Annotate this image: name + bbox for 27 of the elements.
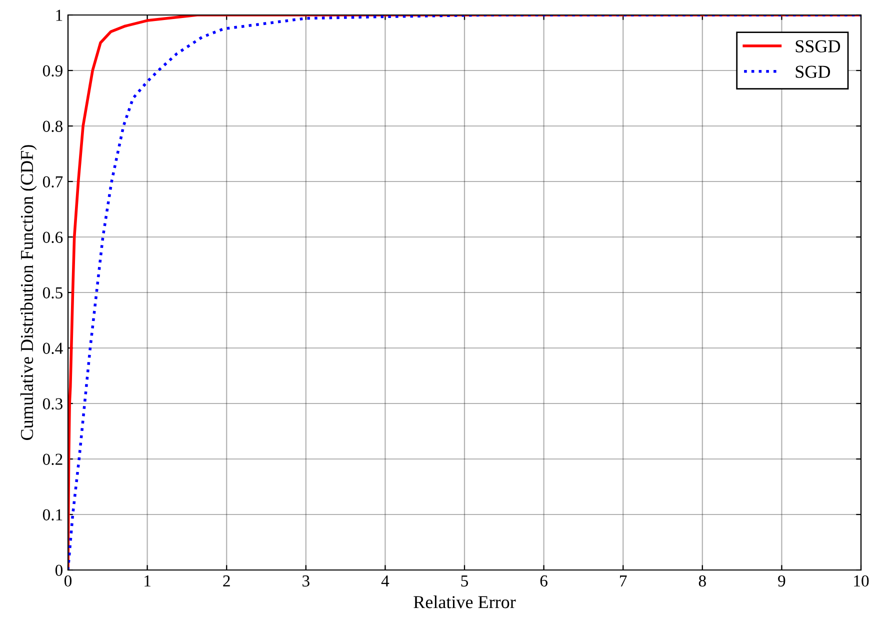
- legend-label: SGD: [796, 66, 830, 78]
- x-tick-label: 7: [620, 576, 627, 586]
- y-tick-label: 0.9: [42, 65, 62, 77]
- y-tick-label: 0.5: [42, 287, 62, 299]
- x-tick-label: 4: [381, 575, 390, 586]
- y-tick-label: 0.4: [42, 342, 63, 354]
- y-tick-label: 0.6: [42, 232, 63, 244]
- x-tick-label: 1: [144, 575, 150, 586]
- x-tick-label: 2: [223, 575, 230, 586]
- legend-label: SSGD: [796, 40, 840, 52]
- line-series: [68, 15, 861, 570]
- y-tick-label: 0: [55, 564, 63, 576]
- x-tick-label: 8: [698, 575, 706, 587]
- y-axis-title: Cumulative Distribution Function (CDF): [20, 145, 37, 440]
- x-tick-label: 3: [302, 575, 310, 587]
- y-tick-label: 0.8: [42, 120, 63, 132]
- y-tick-label: 0.7: [42, 176, 63, 188]
- x-tick-label: 6: [540, 575, 548, 587]
- x-axis-title: Relative Error: [414, 596, 516, 608]
- x-tick-label: 9: [778, 575, 786, 587]
- x-tick-label: 0: [64, 575, 72, 587]
- x-tick-label: 10: [854, 575, 869, 587]
- x-tick-label: 5: [461, 576, 468, 587]
- y-tick-label: 0.3: [42, 398, 62, 410]
- y-tick-label: 1: [56, 10, 62, 21]
- y-tick-label: 0.1: [42, 509, 62, 521]
- y-tick-label: 0.2: [42, 454, 62, 466]
